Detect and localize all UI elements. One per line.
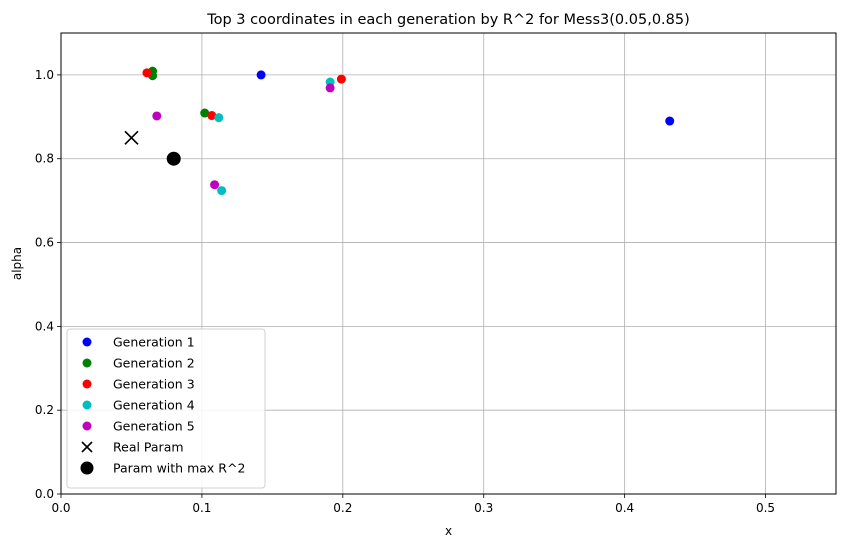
y-tick-label: 0.4 xyxy=(35,319,54,333)
legend-marker xyxy=(82,337,92,347)
data-point xyxy=(124,130,139,145)
x-tick-label: 0.2 xyxy=(333,501,352,515)
data-point xyxy=(336,74,346,84)
x-tick-label: 0.5 xyxy=(756,501,775,515)
y-axis-ticks: 0.0 0.2 0.4 0.6 0.8 1.0 xyxy=(35,68,61,501)
legend-label: Generation 1 xyxy=(113,335,195,350)
legend-box xyxy=(66,328,266,489)
x-tick-label: 0.3 xyxy=(474,501,493,515)
legend-label: Real Param xyxy=(113,440,184,455)
legend-label: Generation 3 xyxy=(113,377,195,392)
y-tick-label: 0.0 xyxy=(35,487,54,501)
x-tick-label: 0.4 xyxy=(615,501,634,515)
data-point xyxy=(217,186,227,196)
data-point xyxy=(207,111,217,121)
legend-marker xyxy=(81,441,93,453)
data-point xyxy=(166,151,181,166)
plot-frame xyxy=(60,32,837,495)
x-tick-label: 0.0 xyxy=(51,501,70,515)
legend-label: Param with max R^2 xyxy=(113,461,245,476)
data-point xyxy=(210,180,220,190)
legend-label: Generation 4 xyxy=(113,398,195,413)
x-tick-label: 0.1 xyxy=(192,501,211,515)
data-point xyxy=(214,113,224,123)
y-tick-label: 1.0 xyxy=(35,68,54,82)
y-tick-label: 0.8 xyxy=(35,152,54,166)
x-axis-label: x xyxy=(445,524,452,538)
data-point xyxy=(665,116,675,126)
legend-marker xyxy=(82,400,92,410)
legend-label: Generation 2 xyxy=(113,356,195,371)
chart-title: Top 3 coordinates in each generation by … xyxy=(206,12,690,28)
x-axis-ticks: 0.0 0.1 0.2 0.3 0.4 0.5 xyxy=(51,494,775,515)
data-point xyxy=(200,108,210,118)
y-tick-label: 0.6 xyxy=(35,236,54,250)
legend-marker xyxy=(82,379,92,389)
y-axis-label: alpha xyxy=(10,247,24,280)
legend: Generation 1 Generation 2 Generation 3 Gene… xyxy=(66,328,266,489)
legend-marker xyxy=(80,461,94,475)
data-point xyxy=(325,83,335,93)
legend-marker xyxy=(82,421,92,431)
data-point xyxy=(256,70,266,80)
data-point xyxy=(142,68,152,78)
legend-label: Generation 5 xyxy=(113,419,195,434)
data-point xyxy=(152,111,162,121)
legend-marker xyxy=(82,358,92,368)
data-points xyxy=(124,66,675,196)
y-tick-label: 0.2 xyxy=(35,403,54,417)
